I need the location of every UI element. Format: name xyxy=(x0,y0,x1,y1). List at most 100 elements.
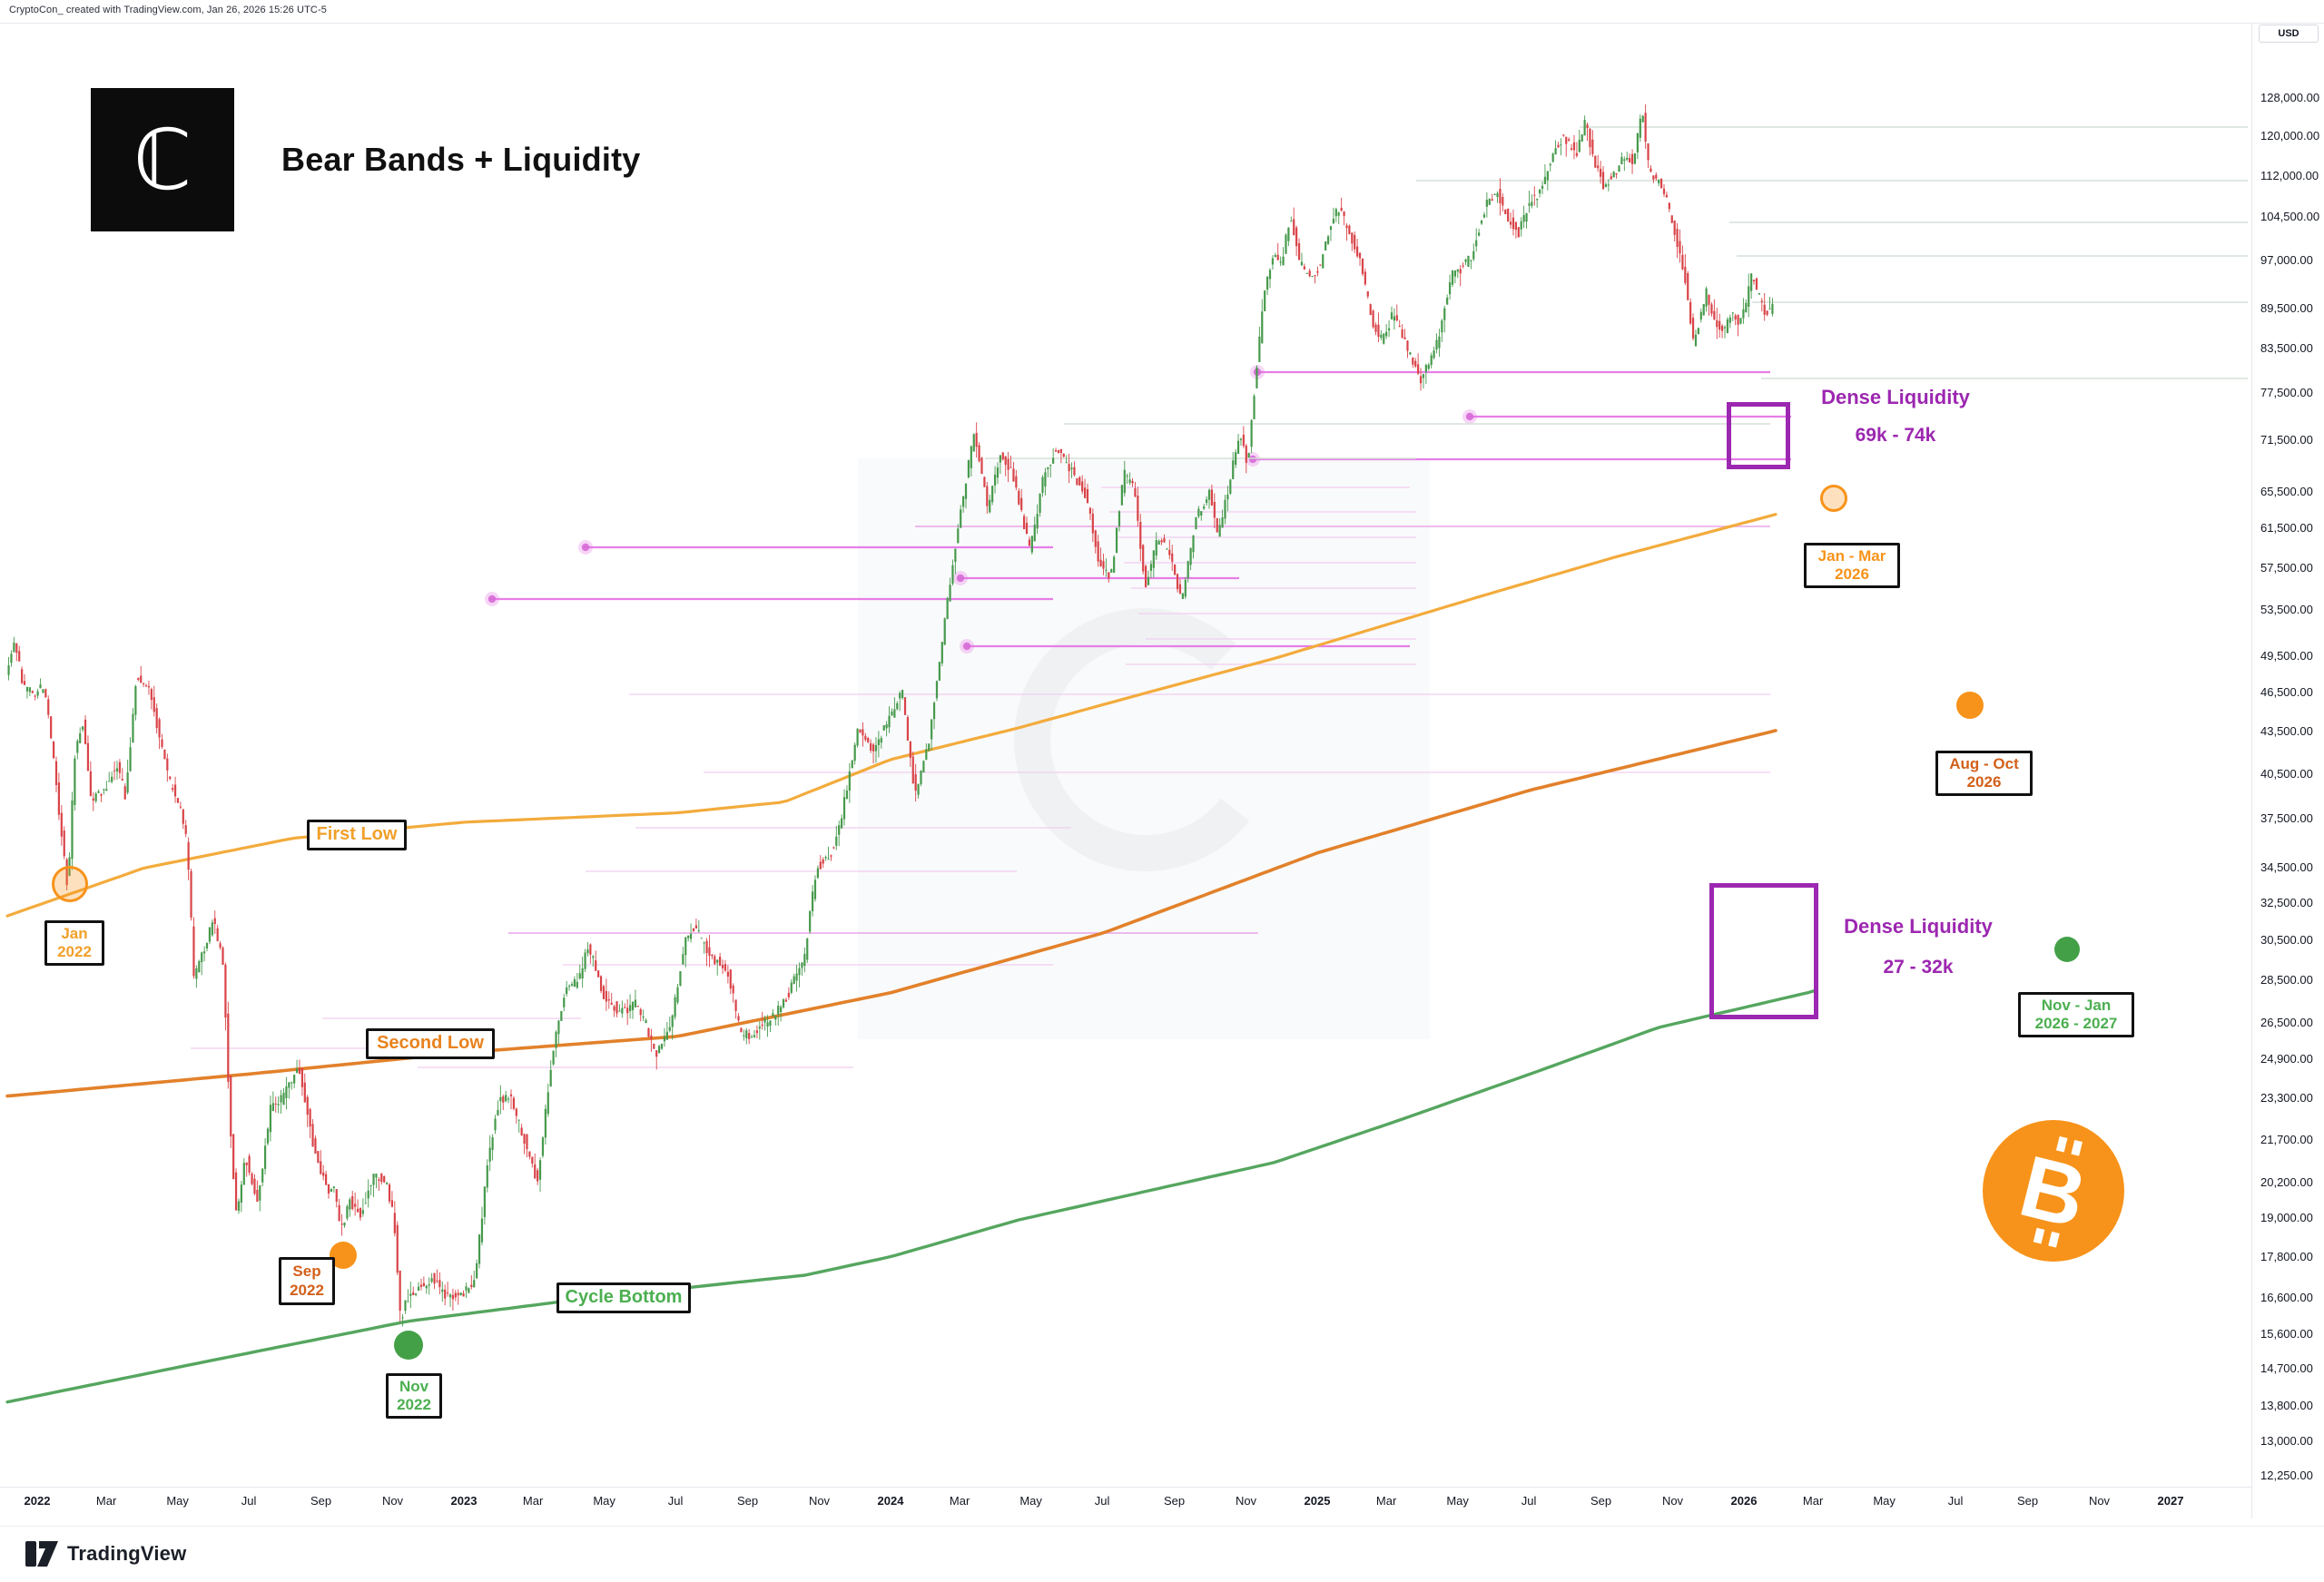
nov-jan-2026-2027-marker[interactable] xyxy=(2054,937,2080,962)
candle-body xyxy=(259,1184,261,1201)
candle-body xyxy=(859,729,862,733)
candle-body xyxy=(1224,499,1226,519)
candle-body xyxy=(1131,481,1134,484)
candle-body xyxy=(888,715,891,728)
candle-body xyxy=(1610,176,1612,180)
candle-body xyxy=(896,703,899,710)
jan-mar-2026-marker[interactable] xyxy=(1820,485,1847,512)
candle-body xyxy=(1226,494,1229,500)
sep-2022-label-text: 2022 xyxy=(290,1281,324,1299)
candle-body xyxy=(15,643,18,653)
candle-body xyxy=(1265,276,1269,290)
nov-jan-2026-2027-label[interactable]: Nov - Jan 2026 - 2027 xyxy=(2018,992,2134,1037)
candle-body xyxy=(179,806,182,808)
candle-body xyxy=(60,812,63,837)
tradingview-attribution[interactable]: TradingView xyxy=(25,1541,186,1567)
candle-body xyxy=(1218,525,1221,537)
jan-mar-2026-label[interactable]: Jan - Mar 2026 xyxy=(1804,543,1900,588)
nov-2022-marker[interactable] xyxy=(394,1331,423,1360)
candle-body xyxy=(1639,118,1641,138)
candle-body xyxy=(856,728,859,746)
candle-body xyxy=(232,1134,235,1180)
aug-oct-2026-label[interactable]: Aug - Oct 2026 xyxy=(1935,751,2033,796)
candle-body xyxy=(478,1234,481,1264)
candle-body xyxy=(1414,360,1417,367)
time-axis-label: Nov xyxy=(2088,1494,2111,1508)
candle-body xyxy=(1039,493,1041,514)
dense-liquidity-high-box[interactable] xyxy=(1727,402,1790,469)
candle-body xyxy=(1536,198,1539,201)
first-low-label[interactable]: First Low xyxy=(307,820,407,850)
price-axis-label: 24,900.00 xyxy=(2260,1052,2313,1066)
candle-body xyxy=(769,1020,772,1027)
candle-body xyxy=(841,818,843,829)
price-axis-label: 32,500.00 xyxy=(2260,896,2313,910)
candle-body xyxy=(1059,448,1062,454)
candle-body xyxy=(71,800,74,860)
candle-body xyxy=(1612,172,1615,178)
candle-body xyxy=(1583,120,1586,136)
candle-body xyxy=(111,776,113,782)
candle-body xyxy=(386,1183,389,1184)
candle-body xyxy=(1160,540,1163,543)
page-title: Bear Bands + Liquidity xyxy=(281,141,641,178)
candle-body xyxy=(1070,467,1073,470)
candle-body xyxy=(763,1018,766,1023)
candle-body xyxy=(563,997,566,1007)
candle-body xyxy=(1343,211,1345,217)
candle-body xyxy=(444,1289,447,1299)
candle-body xyxy=(205,942,209,948)
candle-body xyxy=(1702,304,1705,316)
tradingview-logo-text: TradingView xyxy=(67,1542,187,1565)
candle-body xyxy=(1758,293,1760,295)
candle-body xyxy=(1470,260,1472,261)
candle-body xyxy=(1229,479,1232,494)
candle-body xyxy=(63,830,65,857)
candle-body xyxy=(412,1292,415,1296)
candle-body xyxy=(1708,295,1710,305)
candle-body xyxy=(552,1050,555,1065)
band-second-low[interactable] xyxy=(5,729,1777,1098)
candle-body xyxy=(1531,201,1533,206)
currency-toggle[interactable]: USD xyxy=(2259,25,2319,43)
dense-liquidity-low-box[interactable] xyxy=(1709,883,1818,1019)
candle-body xyxy=(47,699,50,715)
candle-body xyxy=(338,1204,340,1221)
jan-mar-2026-label-text: Jan - Mar xyxy=(1817,546,1886,565)
candle-body xyxy=(809,910,812,932)
sep-2022-label[interactable]: Sep 2022 xyxy=(279,1257,335,1305)
price-axis-label: 57,500.00 xyxy=(2260,560,2313,575)
band-cycle-bottom[interactable] xyxy=(5,988,1817,1404)
candle-body xyxy=(1438,336,1441,349)
candle-body xyxy=(161,739,163,747)
candle-body xyxy=(300,1067,303,1087)
candle-body xyxy=(777,1006,780,1015)
liquidity-dot xyxy=(1465,412,1474,421)
candle-body xyxy=(144,685,148,687)
band-first-low[interactable] xyxy=(5,513,1777,918)
candle-body xyxy=(320,1161,322,1174)
time-axis-label: Jul xyxy=(1094,1494,1110,1508)
candle-body xyxy=(1084,487,1087,498)
cycle-bottom-label-text: Cycle Bottom xyxy=(565,1287,683,1308)
candle-body xyxy=(584,952,586,969)
second-low-label[interactable]: Second Low xyxy=(366,1028,495,1059)
aug-oct-2026-marker[interactable] xyxy=(1956,692,1984,719)
candle-body xyxy=(129,747,132,771)
cycle-bottom-label[interactable]: Cycle Bottom xyxy=(556,1282,691,1313)
candle-body xyxy=(419,1284,423,1287)
candle-body xyxy=(1311,276,1314,278)
candle-body xyxy=(396,1224,399,1273)
candle-body xyxy=(388,1184,391,1202)
first-low-marker[interactable] xyxy=(52,866,88,902)
candle-body xyxy=(1451,270,1454,285)
jan-2022-label[interactable]: Jan 2022 xyxy=(44,920,104,966)
candle-body xyxy=(1699,311,1702,320)
candle-body xyxy=(378,1179,380,1182)
candle-body xyxy=(1264,290,1266,311)
price-axis-label: 89,500.00 xyxy=(2260,300,2313,315)
nov-2022-label[interactable]: Nov 2022 xyxy=(386,1373,442,1419)
candle-body xyxy=(838,825,841,835)
candle-body xyxy=(1366,290,1369,297)
